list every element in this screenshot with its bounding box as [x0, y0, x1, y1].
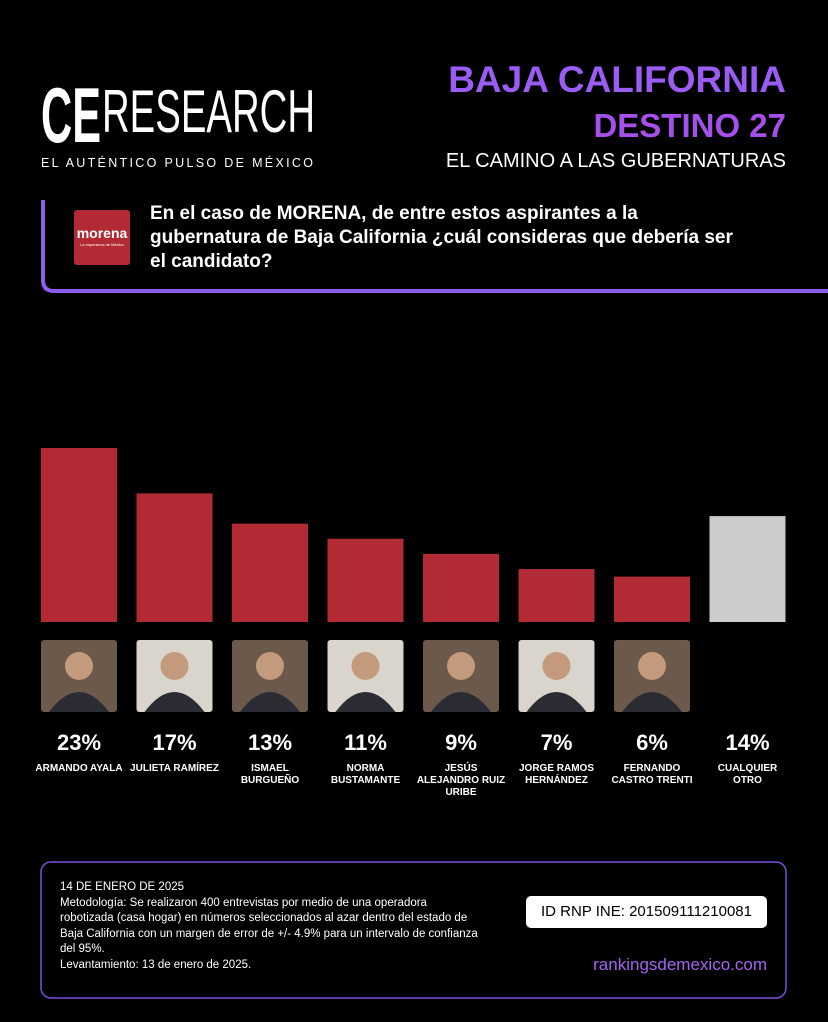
- category-label: JULIETA RAMÍREZ: [130, 763, 219, 774]
- photo-head: [447, 652, 475, 680]
- bar: [41, 448, 117, 622]
- footer-notes: 14 DE ENERO DE 2025 Metodología: Se real…: [60, 880, 480, 973]
- value-label: 11%: [344, 730, 387, 755]
- bar: [232, 523, 308, 622]
- photo-body: [526, 692, 587, 712]
- footer-frame: [40, 861, 787, 999]
- question: En el caso de MORENA, de entre estos asp…: [150, 203, 733, 272]
- category-label: CUALQUIER OTRO: [717, 763, 778, 786]
- photo-body: [49, 692, 109, 712]
- logo-ce: CE: [41, 71, 101, 159]
- photo-body: [335, 692, 396, 712]
- value-label: 9%: [445, 730, 477, 755]
- value-label: 7%: [540, 730, 573, 755]
- date: 14 DE ENERO DE 2025: [60, 881, 185, 893]
- photo-head: [638, 652, 666, 680]
- methodology: Metodología: Se realizaron 400 entrevist…: [60, 896, 478, 956]
- photo-head: [65, 652, 93, 680]
- value-label: 6%: [636, 730, 668, 755]
- bar: [136, 493, 213, 622]
- category-label: FERNANDO CASTRO TRENTI: [611, 763, 693, 786]
- photo-body: [240, 692, 300, 712]
- logo-research: RESEARCH: [102, 78, 315, 145]
- photo-body: [622, 692, 682, 712]
- photo-body: [144, 692, 205, 712]
- rnp-id: ID RNP INE: 201509111210081: [526, 896, 767, 928]
- bar: [709, 516, 786, 622]
- photo-body: [431, 692, 491, 712]
- value-label: 17%: [152, 730, 197, 755]
- subtitle: DESTINO 27: [593, 107, 786, 144]
- tagline: EL AUTÉNTICO PULSO DE MÉXICO: [41, 155, 313, 170]
- value-label: 23%: [56, 730, 102, 755]
- bar: [518, 569, 595, 622]
- fieldwork: Levantamiento: 13 de enero de 2025.: [60, 958, 252, 971]
- photo-head: [542, 652, 571, 680]
- category-label: ISMAEL BURGUEÑO: [240, 763, 300, 786]
- category-label: NORMA BUSTAMANTE: [330, 763, 401, 786]
- value-label: 14%: [725, 730, 770, 755]
- party-logo-box: [74, 210, 130, 265]
- photo-head: [160, 652, 189, 680]
- category-label: JESÚS ALEJANDRO RUIZ URIBE: [416, 763, 506, 798]
- category-label: JORGE RAMOS HERNÁNDEZ: [518, 763, 594, 786]
- bar: [614, 576, 690, 622]
- bar: [327, 538, 404, 622]
- photo-head: [351, 652, 380, 680]
- value-label: 13%: [247, 730, 293, 755]
- kicker: EL CAMINO A LAS GUBERNATURAS: [446, 150, 786, 172]
- party-slogan: La esperanza de México: [80, 242, 124, 247]
- category-label: ARMANDO AYALA: [35, 763, 123, 774]
- bar: [423, 553, 499, 622]
- photo-head: [256, 652, 284, 680]
- title: BAJA CALIFORNIA: [448, 59, 786, 100]
- question-frame: [41, 200, 828, 293]
- website: rankingsdemexico.com: [593, 955, 767, 974]
- party-logo: morena: [77, 225, 128, 241]
